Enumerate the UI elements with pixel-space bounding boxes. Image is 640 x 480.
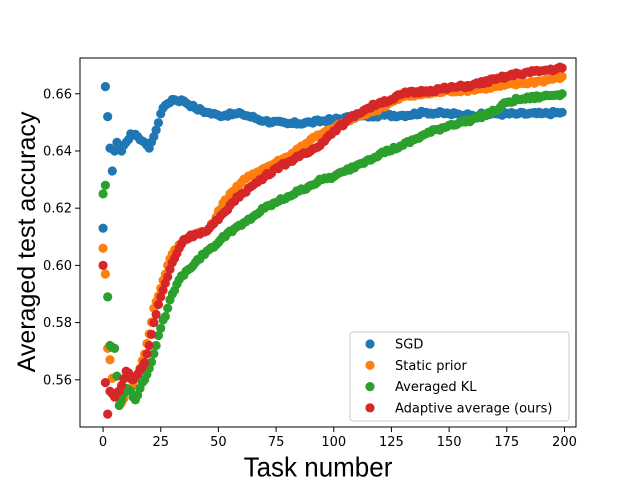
data-point xyxy=(98,260,108,270)
legend-label: SGD xyxy=(395,338,423,353)
y-tick-label: 0.60 xyxy=(43,259,72,274)
x-tick-label: 50 xyxy=(210,435,227,450)
data-point xyxy=(103,112,113,122)
data-point xyxy=(160,311,170,322)
legend-label: Static prior xyxy=(395,359,467,374)
y-axis-title: Averaged test accuracy xyxy=(13,111,41,372)
data-point xyxy=(156,323,166,333)
legend-marker xyxy=(365,382,375,392)
y-tick-label: 0.56 xyxy=(43,373,72,388)
data-point xyxy=(557,71,567,82)
data-point xyxy=(149,317,159,328)
legend-item: Averaged KL xyxy=(365,380,477,395)
data-point xyxy=(163,272,173,282)
data-point xyxy=(153,118,164,128)
data-point xyxy=(151,340,161,351)
x-axis: 0 25 50 75 100 125 150 175 200 xyxy=(99,427,577,450)
legend-item: Adaptive average (ours) xyxy=(365,401,552,416)
legend-marker xyxy=(365,339,375,349)
legend-item: SGD xyxy=(365,338,423,353)
scatter-points xyxy=(98,62,567,419)
data-point xyxy=(557,107,567,117)
data-point xyxy=(103,409,113,419)
legend-label: Averaged KL xyxy=(395,380,477,395)
series-2 xyxy=(98,89,567,411)
legend-frame xyxy=(349,331,570,422)
data-point xyxy=(105,355,115,365)
data-point xyxy=(146,357,157,367)
data-point xyxy=(98,189,108,199)
data-point xyxy=(151,309,161,320)
legend: SGD Static prior Averaged KL Adaptive avera… xyxy=(349,331,570,422)
x-tick-label: 200 xyxy=(552,435,577,450)
x-tick-label: 75 xyxy=(268,435,285,450)
legend-label: Adaptive average (ours) xyxy=(395,401,552,416)
series-3 xyxy=(98,62,567,419)
data-point xyxy=(163,303,173,313)
data-point xyxy=(100,180,110,190)
x-tick-label: 25 xyxy=(152,435,169,450)
legend-marker xyxy=(365,360,375,370)
data-point xyxy=(158,285,168,295)
data-point xyxy=(107,166,117,176)
y-tick-label: 0.64 xyxy=(43,144,72,159)
data-point xyxy=(151,125,161,135)
data-point xyxy=(100,269,110,279)
x-tick-label: 175 xyxy=(494,435,519,450)
data-point xyxy=(103,292,113,302)
data-point xyxy=(557,63,567,73)
data-point xyxy=(140,358,150,368)
data-point xyxy=(100,378,110,388)
series-0 xyxy=(98,82,567,233)
data-point xyxy=(153,330,164,341)
data-point xyxy=(98,223,108,233)
data-point xyxy=(98,243,108,253)
data-point xyxy=(146,329,157,339)
data-point xyxy=(149,349,159,359)
plot-frame xyxy=(79,57,577,428)
x-tick-label: 150 xyxy=(437,435,462,450)
legend-item: Static prior xyxy=(365,359,467,374)
x-axis-title: Task number xyxy=(244,451,393,480)
y-tick-label: 0.66 xyxy=(43,87,72,102)
x-tick-label: 0 xyxy=(99,435,107,450)
data-point xyxy=(110,343,120,353)
data-point xyxy=(144,340,154,351)
data-point xyxy=(112,371,122,381)
legend-marker xyxy=(365,403,375,413)
y-axis: 0.56 0.58 0.60 0.62 0.64 0.66 xyxy=(43,87,80,388)
data-point xyxy=(142,349,152,359)
x-tick-label: 125 xyxy=(379,435,404,450)
data-point xyxy=(153,299,164,310)
x-tick-label: 100 xyxy=(321,435,346,450)
data-point xyxy=(557,89,567,99)
y-tick-label: 0.62 xyxy=(43,202,72,217)
y-tick-label: 0.58 xyxy=(43,316,72,331)
data-point xyxy=(100,82,110,92)
